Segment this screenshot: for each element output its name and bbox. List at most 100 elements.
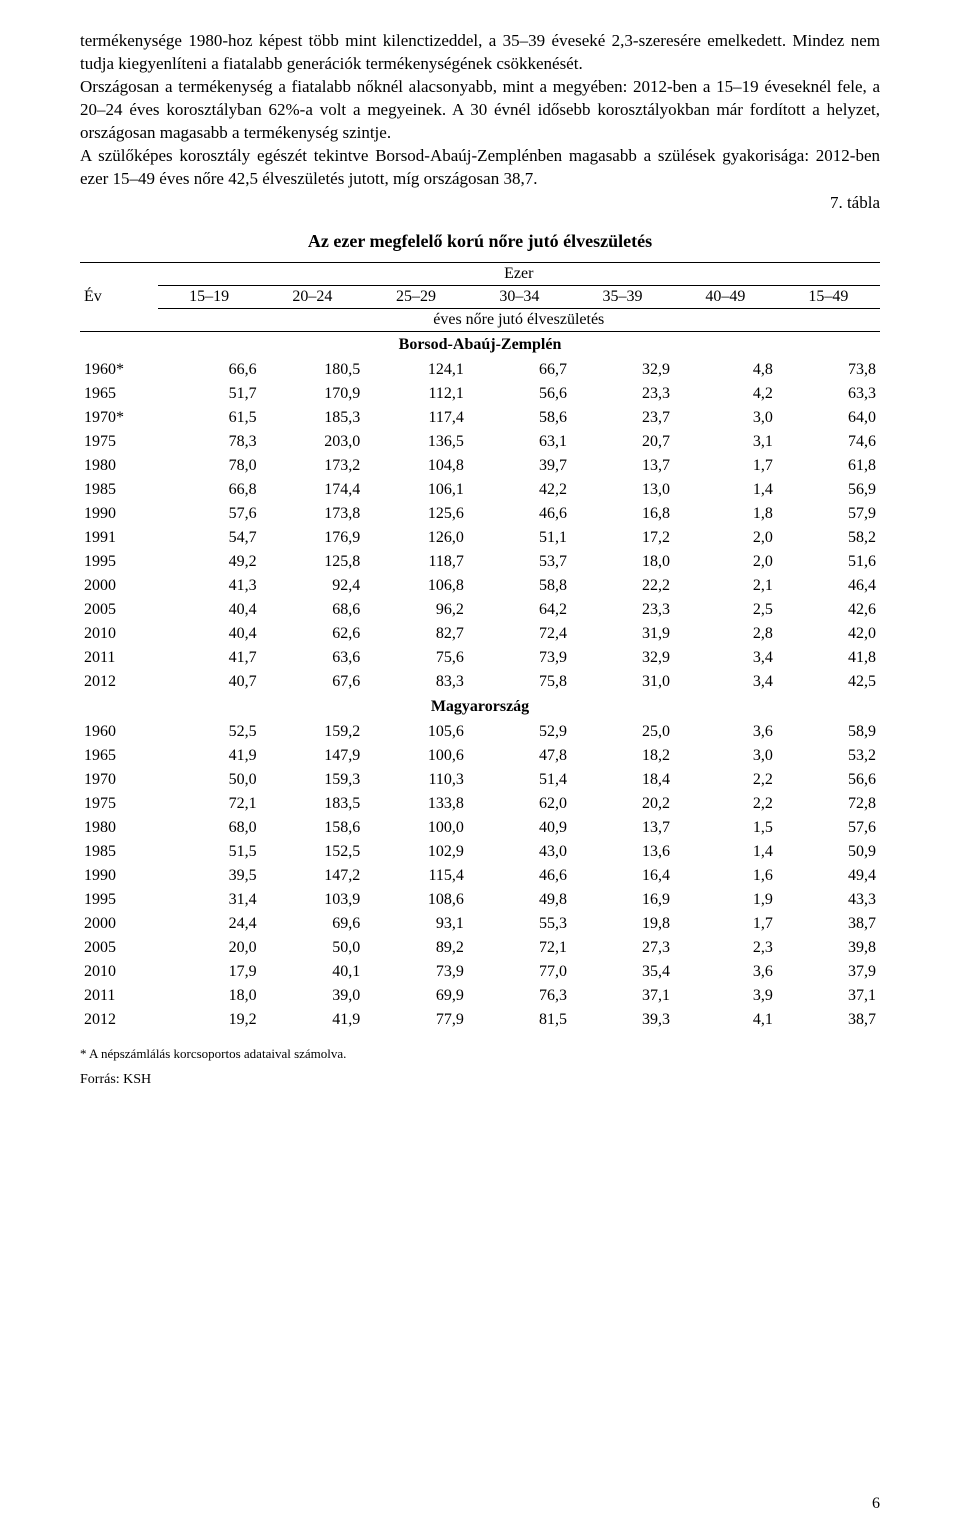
value-cell: 173,2 — [261, 454, 365, 478]
value-cell: 53,2 — [777, 744, 880, 768]
value-cell: 4,2 — [674, 382, 777, 406]
section-2-label: Magyarország — [80, 694, 880, 720]
value-cell: 159,3 — [261, 768, 365, 792]
value-cell: 100,6 — [364, 744, 468, 768]
section-1-label-row: Borsod-Abaúj-Zemplén — [80, 331, 880, 358]
value-cell: 49,8 — [468, 888, 571, 912]
table-row: 196541,9147,9100,647,818,23,053,2 — [80, 744, 880, 768]
value-cell: 1,4 — [674, 478, 777, 502]
value-cell: 159,2 — [261, 720, 365, 744]
value-cell: 19,2 — [158, 1008, 261, 1032]
value-cell: 92,4 — [261, 574, 365, 598]
value-cell: 64,0 — [777, 406, 880, 430]
table-row: 199549,2125,8118,753,718,02,051,6 — [80, 550, 880, 574]
header-sublabel: éves nőre jutó élveszületés — [158, 308, 880, 331]
value-cell: 69,9 — [364, 984, 468, 1008]
value-cell: 3,4 — [674, 646, 777, 670]
table-row: 200520,050,089,272,127,32,339,8 — [80, 936, 880, 960]
value-cell: 126,0 — [364, 526, 468, 550]
value-cell: 174,4 — [261, 478, 365, 502]
value-cell: 3,9 — [674, 984, 777, 1008]
value-cell: 40,4 — [158, 598, 261, 622]
value-cell: 73,9 — [468, 646, 571, 670]
value-cell: 19,8 — [571, 912, 674, 936]
value-cell: 63,3 — [777, 382, 880, 406]
value-cell: 133,8 — [364, 792, 468, 816]
year-cell: 1991 — [80, 526, 158, 550]
section-2-label-row: Magyarország — [80, 694, 880, 720]
value-cell: 147,9 — [261, 744, 365, 768]
value-cell: 4,8 — [674, 358, 777, 382]
year-cell: 2005 — [80, 936, 158, 960]
year-cell: 2000 — [80, 574, 158, 598]
value-cell: 2,3 — [674, 936, 777, 960]
value-cell: 125,8 — [261, 550, 365, 574]
table-row: 197050,0159,3110,351,418,42,256,6 — [80, 768, 880, 792]
value-cell: 72,4 — [468, 622, 571, 646]
table-row: 201118,039,069,976,337,13,937,1 — [80, 984, 880, 1008]
value-cell: 32,9 — [571, 358, 674, 382]
value-cell: 51,1 — [468, 526, 571, 550]
value-cell: 46,6 — [468, 502, 571, 526]
year-cell: 1960* — [80, 358, 158, 382]
value-cell: 2,5 — [674, 598, 777, 622]
value-cell: 61,5 — [158, 406, 261, 430]
value-cell: 72,8 — [777, 792, 880, 816]
value-cell: 4,1 — [674, 1008, 777, 1032]
value-cell: 49,4 — [777, 864, 880, 888]
value-cell: 1,7 — [674, 454, 777, 478]
value-cell: 180,5 — [261, 358, 365, 382]
value-cell: 73,8 — [777, 358, 880, 382]
value-cell: 39,0 — [261, 984, 365, 1008]
value-cell: 77,0 — [468, 960, 571, 984]
year-cell: 1985 — [80, 478, 158, 502]
value-cell: 136,5 — [364, 430, 468, 454]
value-cell: 89,2 — [364, 936, 468, 960]
value-cell: 42,5 — [777, 670, 880, 694]
value-cell: 61,8 — [777, 454, 880, 478]
value-cell: 50,0 — [158, 768, 261, 792]
value-cell: 39,7 — [468, 454, 571, 478]
value-cell: 82,7 — [364, 622, 468, 646]
value-cell: 18,4 — [571, 768, 674, 792]
value-cell: 58,2 — [777, 526, 880, 550]
value-cell: 51,6 — [777, 550, 880, 574]
value-cell: 77,9 — [364, 1008, 468, 1032]
value-cell: 17,2 — [571, 526, 674, 550]
value-cell: 20,7 — [571, 430, 674, 454]
section-2-body: 196052,5159,2105,652,925,03,658,9196541,… — [80, 720, 880, 1032]
value-cell: 203,0 — [261, 430, 365, 454]
year-cell: 2005 — [80, 598, 158, 622]
year-cell: 1995 — [80, 550, 158, 574]
value-cell: 66,7 — [468, 358, 571, 382]
value-cell: 2,2 — [674, 792, 777, 816]
value-cell: 31,9 — [571, 622, 674, 646]
value-cell: 46,4 — [777, 574, 880, 598]
value-cell: 78,0 — [158, 454, 261, 478]
value-cell: 20,2 — [571, 792, 674, 816]
header-col: 25–29 — [364, 285, 468, 308]
value-cell: 51,4 — [468, 768, 571, 792]
value-cell: 124,1 — [364, 358, 468, 382]
value-cell: 106,1 — [364, 478, 468, 502]
value-cell: 54,7 — [158, 526, 261, 550]
source-line: Forrás: KSH — [80, 1072, 880, 1088]
value-cell: 3,0 — [674, 406, 777, 430]
value-cell: 72,1 — [158, 792, 261, 816]
table-row: 201141,763,675,673,932,93,441,8 — [80, 646, 880, 670]
value-cell: 13,6 — [571, 840, 674, 864]
value-cell: 96,2 — [364, 598, 468, 622]
value-cell: 1,7 — [674, 912, 777, 936]
value-cell: 108,6 — [364, 888, 468, 912]
value-cell: 40,4 — [158, 622, 261, 646]
value-cell: 41,9 — [158, 744, 261, 768]
value-cell: 3,6 — [674, 720, 777, 744]
fertility-table: Év Ezer 15–1920–2425–2930–3435–3940–4915… — [80, 262, 880, 1032]
value-cell: 23,7 — [571, 406, 674, 430]
value-cell: 31,0 — [571, 670, 674, 694]
table-row: 200024,469,693,155,319,81,738,7 — [80, 912, 880, 936]
table-row: 200041,392,4106,858,822,22,146,4 — [80, 574, 880, 598]
value-cell: 23,3 — [571, 382, 674, 406]
value-cell: 35,4 — [571, 960, 674, 984]
value-cell: 3,4 — [674, 670, 777, 694]
